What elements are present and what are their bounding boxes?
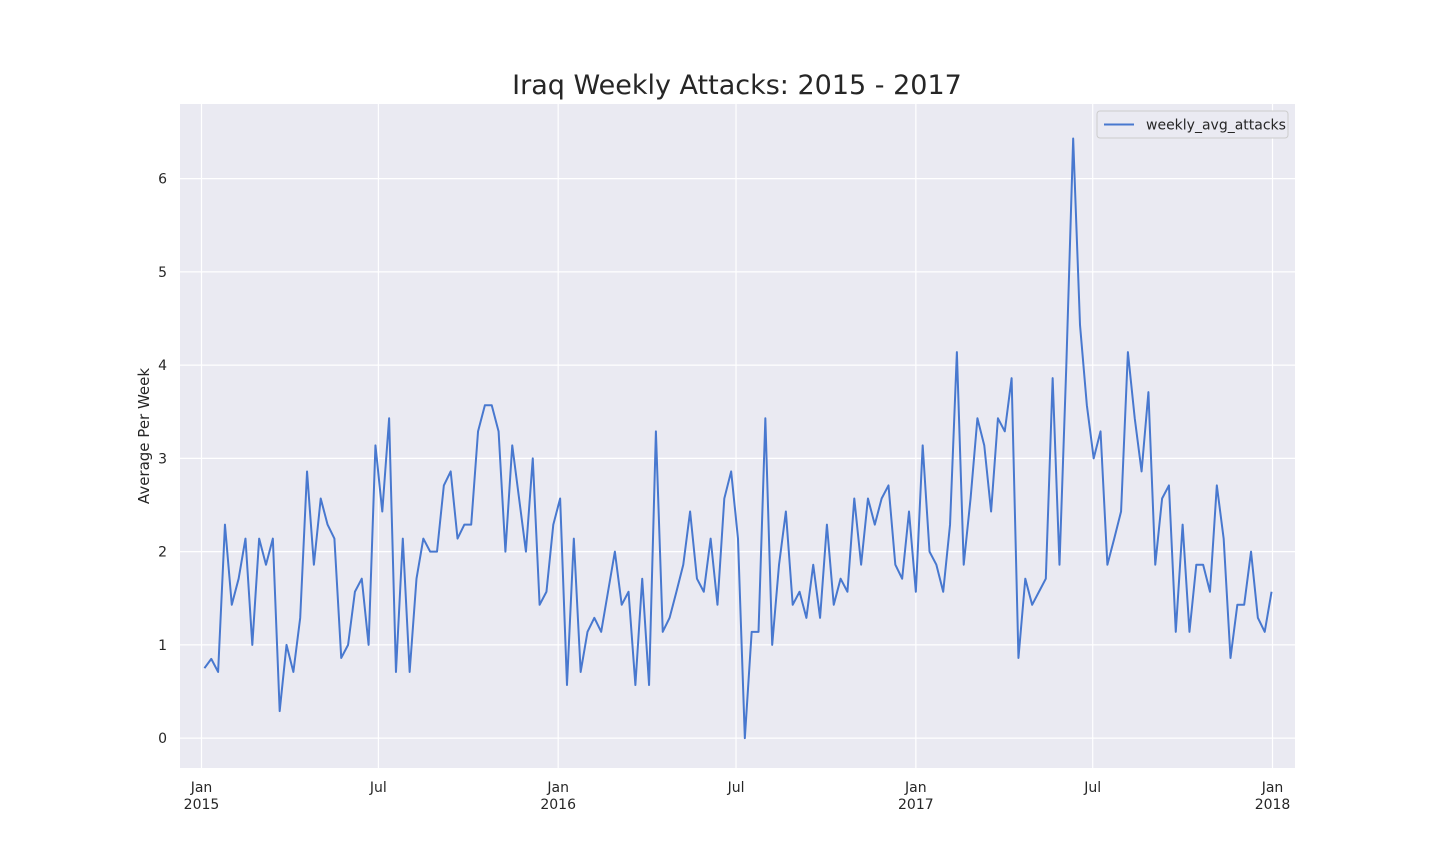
y-tick-label: 0 (158, 731, 167, 747)
x-tick-label-month: Jan (546, 780, 569, 796)
x-tick-label-year: 2016 (540, 797, 576, 813)
series-layer (203, 137, 1273, 740)
plot-area (180, 104, 1295, 768)
chart-title: Iraq Weekly Attacks: 2015 - 2017 (512, 70, 962, 101)
x-tick-label-month: Jan (190, 780, 213, 796)
y-tick-label: 2 (158, 545, 167, 561)
y-tick-label: 1 (158, 638, 167, 654)
y-axis-ticks: 0 1 2 3 4 5 6 (158, 172, 167, 748)
x-tick-label-month: Jul (369, 780, 387, 796)
legend-box (1096, 110, 1289, 139)
y-tick-label: 3 (158, 451, 167, 467)
x-tick-label-year: 2018 (1255, 797, 1291, 813)
x-tick-label-year: 2015 (184, 797, 220, 813)
y-axis-label: Average Per Week (135, 368, 153, 504)
y-tick-label: 4 (158, 358, 167, 374)
y-tick-label: 6 (158, 172, 167, 188)
x-tick-label-month: Jan (1261, 780, 1284, 796)
x-tick-label-year: 2017 (898, 797, 934, 813)
legend: weekly_avg_attacks (1096, 110, 1289, 139)
legend-label: weekly_avg_attacks (1146, 118, 1286, 134)
series-line-0 (203, 137, 1273, 740)
x-tick-label-month: Jul (727, 780, 745, 796)
x-tick-label-month: Jul (1083, 780, 1101, 796)
x-tick-label-month: Jan (904, 780, 927, 796)
y-tick-label: 5 (158, 265, 167, 281)
